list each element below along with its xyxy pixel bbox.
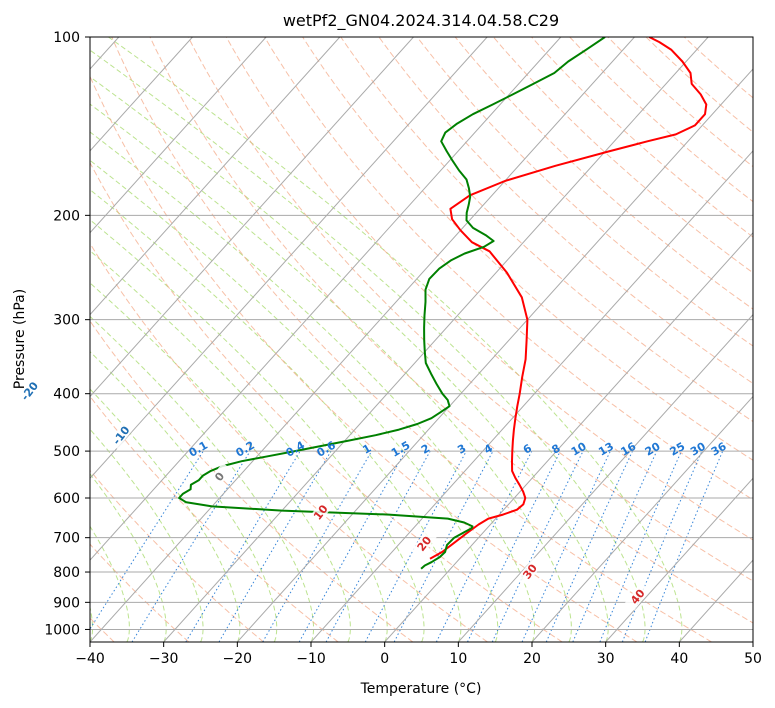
dry-adiabat-line: [225, 37, 753, 541]
y-tick-label: 200: [53, 208, 80, 224]
isotherm-line: [90, 37, 635, 642]
x-tick-label: −30: [149, 651, 179, 667]
isotherm-line: [531, 395, 753, 642]
moist-adiabat-line: [90, 250, 388, 642]
x-tick-label: −40: [75, 651, 105, 667]
dry-adiabat-line: [416, 37, 753, 347]
y-tick-label: 900: [53, 595, 80, 611]
x-tick-label: 30: [597, 651, 615, 667]
moist-adiabat-line: [90, 388, 241, 642]
dry-adiabat-label-bg: [307, 498, 334, 527]
mixing-ratio-line: [325, 450, 431, 642]
y-tick-label: 500: [53, 444, 80, 460]
isotherm-line: [90, 37, 193, 152]
moist-adiabat-line: [90, 76, 609, 642]
x-tick-label: 0: [380, 651, 389, 667]
y-tick-label: 1000: [44, 622, 80, 638]
x-tick-label: 10: [449, 651, 467, 667]
y-tick-label: 400: [53, 387, 80, 403]
dry-adiabat-label-bg: [517, 557, 543, 586]
moist-adiabat-line: [90, 351, 278, 642]
axis-ticks: −40 −30 −20 −10 0 10 20 30 40 50 100 200 300 400 500 60…: [44, 30, 762, 667]
dry-adiabat-label-bg: [206, 462, 233, 491]
dry-adiabat-line: [264, 37, 753, 501]
y-tick-label: 300: [53, 313, 80, 329]
dry-adiabat-line: [90, 161, 563, 642]
mixing-ratio-line: [90, 450, 204, 630]
dry-adiabat-label-bg: [16, 377, 43, 405]
isotherm-line: [90, 37, 414, 398]
isotherm-line: [90, 37, 267, 234]
moist-adiabat-line: [90, 131, 535, 642]
moist-adiabat-line: [90, 473, 167, 642]
plot-frame: [89, 36, 754, 643]
x-tick-label: 20: [523, 651, 541, 667]
isotherm-line: [236, 68, 753, 642]
chart-title: wetPf2_GN04.2024.314.04.58.C29: [283, 11, 559, 31]
isotherm-line: [457, 313, 753, 642]
y-tick-label: 700: [53, 531, 80, 547]
profile-lines: [178, 37, 708, 570]
dry-adiabat-line: [90, 242, 488, 642]
dewpoint-line: [178, 37, 606, 570]
y-tick-label: 600: [53, 491, 80, 507]
x-tick-label: 40: [670, 651, 688, 667]
isotherm-line: [384, 231, 753, 642]
x-tick-label: −20: [223, 651, 253, 667]
moist-adiabat-line: [90, 103, 572, 642]
dry-adiabat-label-bg: [108, 421, 134, 450]
moist-adiabat-line: [90, 159, 499, 642]
dry-adiabat-line: [149, 37, 753, 624]
y-axis-label: Pressure (hPa): [12, 289, 28, 389]
mixing-ratio-line: [572, 450, 658, 642]
dry-adiabat-line: [90, 469, 264, 642]
grid-lines: [90, 37, 753, 642]
mixing-ratio-line: [364, 450, 467, 642]
mixing-ratio-line: [435, 450, 533, 642]
y-tick-label: 800: [53, 565, 80, 581]
x-tick-label: 50: [744, 651, 762, 667]
mixing-ratio-line: [599, 450, 682, 642]
dry-adiabat-line: [90, 75, 638, 642]
isotherm-line: [90, 37, 341, 316]
moist-adiabat-line: [90, 219, 425, 642]
dry-adiabat-label-bg: [624, 582, 651, 611]
mixing-ratio-line: [298, 450, 406, 642]
isotherm-line: [90, 37, 562, 561]
isotherm-line: [163, 37, 709, 642]
moist-adiabat-line: [90, 282, 351, 642]
moist-adiabat-line: [90, 525, 130, 642]
dry-adiabat-label-bg: [411, 529, 437, 558]
dry-adiabat-line: [302, 37, 753, 461]
dry-adiabat-line: [187, 37, 753, 582]
mixing-ratio-line: [621, 450, 703, 642]
x-tick-label: −10: [296, 651, 326, 667]
dry-adiabat-line: [340, 37, 753, 423]
x-axis-label: Temperature (°C): [360, 681, 482, 697]
isotherm-line: [752, 641, 753, 642]
dry-adiabat-line: [111, 37, 712, 642]
moist-adiabat-line: [90, 428, 204, 642]
mixing-ratio-line: [644, 450, 724, 642]
temperature-line: [429, 37, 708, 560]
mixing-ratio-line: [545, 450, 633, 642]
isotherm-line: [310, 150, 753, 642]
y-tick-label: 100: [53, 30, 80, 46]
isotherm-line: [605, 477, 753, 642]
moist-adiabat-line: [108, 37, 683, 642]
moist-adiabat-line: [90, 315, 314, 642]
moist-adiabat-line: [90, 189, 462, 642]
isotherm-line: [90, 37, 488, 480]
